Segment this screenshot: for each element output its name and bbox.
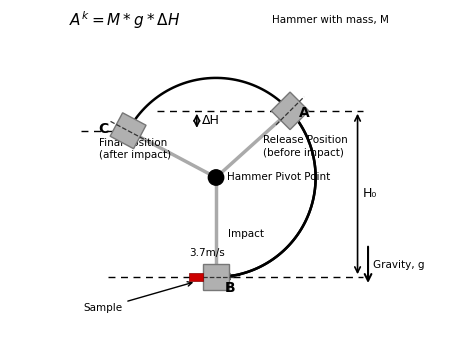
Text: $A^k = M * g * \Delta H$: $A^k = M * g * \Delta H$ xyxy=(69,10,181,32)
Polygon shape xyxy=(271,92,309,130)
Circle shape xyxy=(209,170,224,185)
Text: A: A xyxy=(299,105,310,120)
Text: Release Position
(before impact): Release Position (before impact) xyxy=(263,135,348,158)
Text: 3.7m/s: 3.7m/s xyxy=(190,248,225,258)
Text: C: C xyxy=(99,122,109,136)
Text: Hammer Pivot Point: Hammer Pivot Point xyxy=(227,173,330,182)
Text: ΔH: ΔH xyxy=(202,114,220,127)
Polygon shape xyxy=(110,113,146,149)
Text: H₀: H₀ xyxy=(363,187,377,201)
Text: Gravity, g: Gravity, g xyxy=(374,260,425,270)
Text: B: B xyxy=(225,280,236,295)
Text: Impact: Impact xyxy=(228,229,264,239)
Bar xyxy=(190,273,203,282)
Text: Hammer with mass, M: Hammer with mass, M xyxy=(272,15,389,25)
Polygon shape xyxy=(203,264,229,290)
Text: Sample: Sample xyxy=(83,282,192,313)
Text: Final Position
(after impact): Final Position (after impact) xyxy=(99,138,171,160)
